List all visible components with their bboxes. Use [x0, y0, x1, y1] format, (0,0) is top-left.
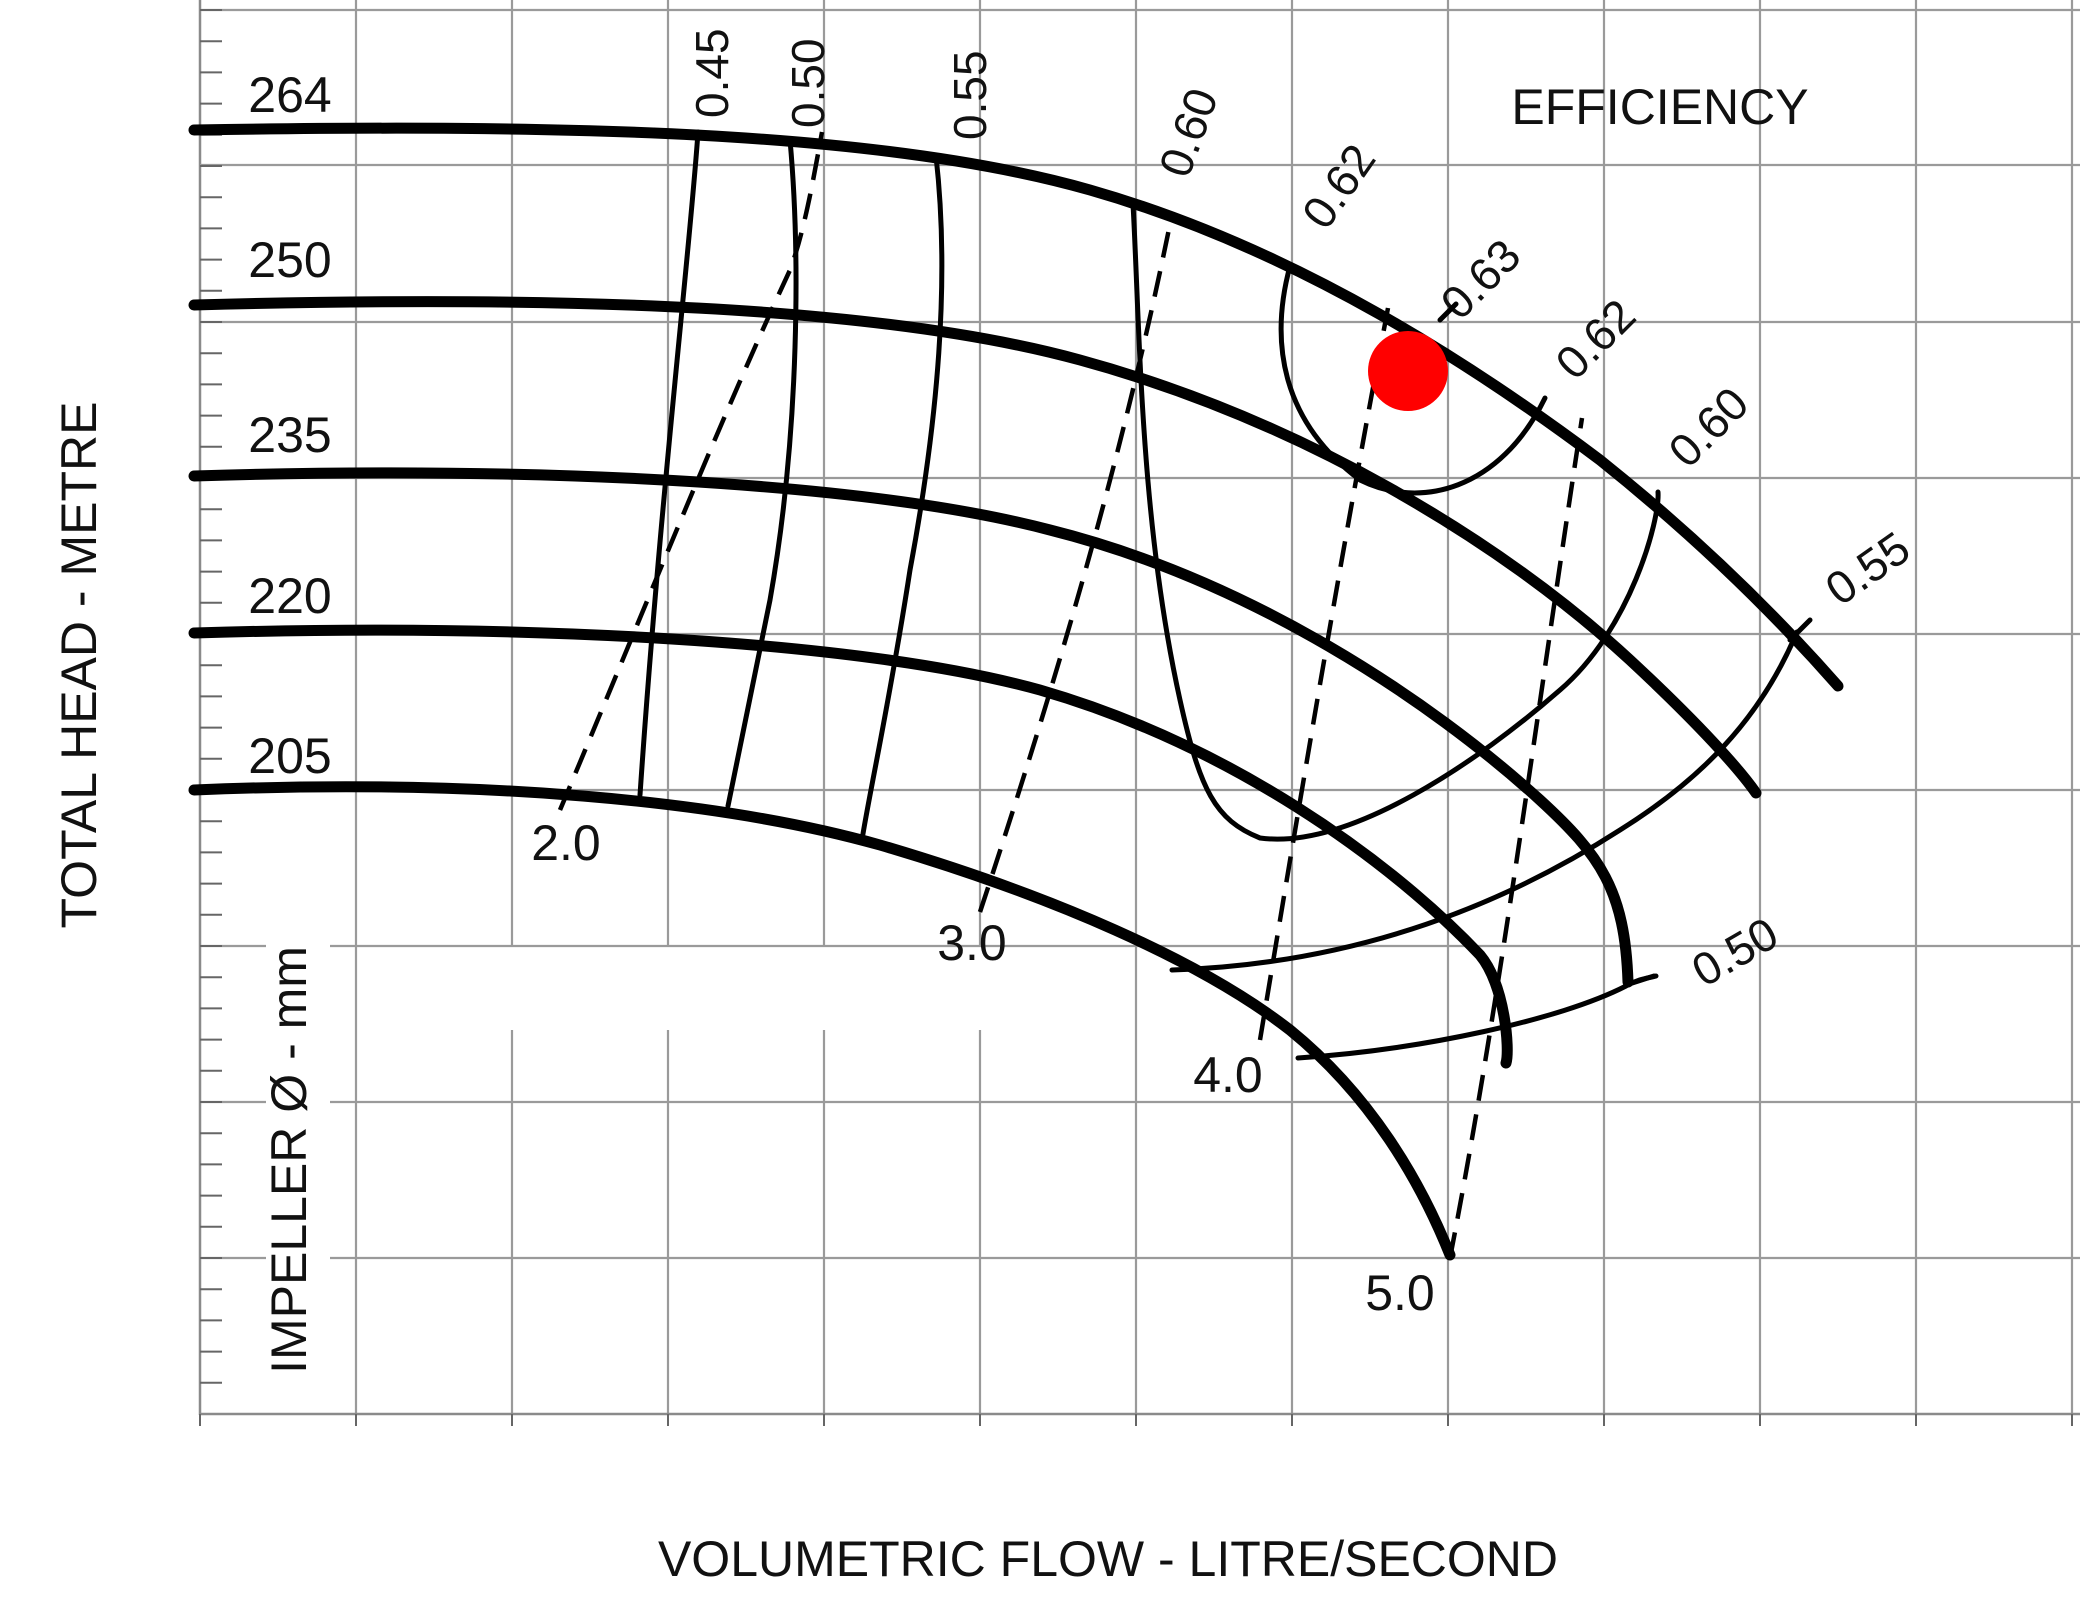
y-axis-title: TOTAL HEAD - METRE [51, 402, 107, 929]
impeller-curve-220 [194, 630, 1507, 1063]
npsh-label-5.0: 5.0 [1365, 1265, 1435, 1321]
efficiency-contour-0.55-right [1172, 632, 1797, 970]
efficiency-label-0.55: 0.55 [944, 50, 996, 140]
impeller-curves [194, 128, 1838, 1255]
npsh-curve-3.0 [980, 224, 1170, 912]
x-axis-title: VOLUMETRIC FLOW - LITRE/SECOND [658, 1531, 1558, 1587]
efficiency-label-0.60: 0.60 [1149, 82, 1228, 184]
efficiency-contour-0.60-left [1133, 204, 1658, 839]
efficiency-contour-0.50 [728, 140, 796, 806]
impeller-label-250: 250 [248, 232, 331, 288]
impeller-curve-264 [194, 128, 1838, 686]
efficiency-label-0.62: 0.62 [1292, 135, 1386, 238]
efficiency-label-0.50: 0.50 [1683, 907, 1787, 997]
impeller-curve-235 [194, 473, 1628, 982]
npsh-curve-5.0 [1450, 418, 1582, 1258]
best-efficiency-point-marker [1368, 331, 1448, 411]
impeller-label-235: 235 [248, 407, 331, 463]
efficiency-contour-0.50-right [1298, 976, 1656, 1058]
grid [200, 0, 2080, 1415]
efficiency-label-0.55: 0.55 [1816, 521, 1919, 615]
efficiency-title: EFFICIENCY [1511, 79, 1808, 135]
efficiency-label-0.60: 0.60 [1658, 377, 1758, 477]
efficiency-label-0.50: 0.50 [782, 38, 834, 128]
npsh-label-2.0: 2.0 [531, 815, 601, 871]
efficiency-label-0.62: 0.62 [1545, 289, 1645, 389]
labels: 264 250 235 220 205 2.0 3.0 4.0 5.0 0.45 0.50 0.55 0… [248, 28, 1919, 1321]
impeller-label-264: 264 [248, 67, 331, 123]
impeller-label-205: 205 [248, 728, 331, 784]
impeller-label-220: 220 [248, 568, 331, 624]
npsh-label-4.0: 4.0 [1193, 1047, 1263, 1103]
impeller-axis-title: IMPELLER Ø - mm [261, 946, 317, 1374]
efficiency-label-0.45: 0.45 [686, 28, 738, 118]
npsh-label-3.0: 3.0 [937, 915, 1007, 971]
